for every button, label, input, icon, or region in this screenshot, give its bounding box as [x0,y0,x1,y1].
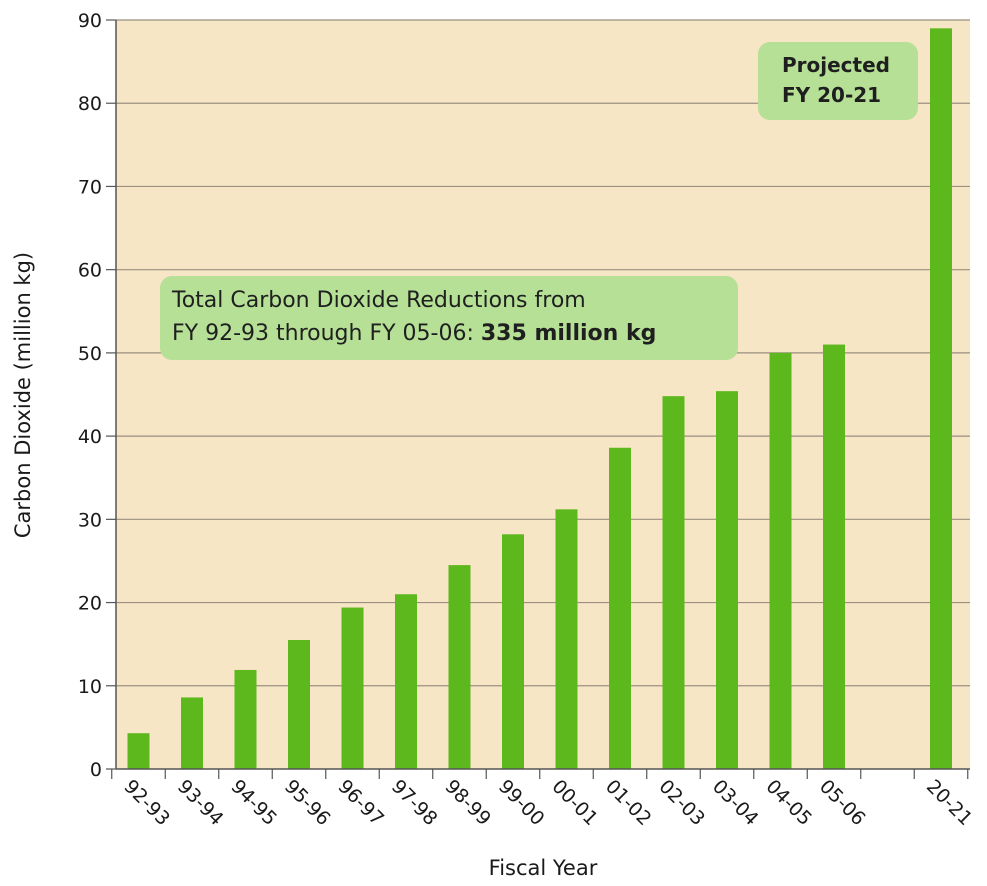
callout-total-line2-prefix: FY 92-93 through FY 05-06: [172,321,481,346]
bars [127,28,952,770]
bar-94-95 [234,669,257,769]
x-tick-label: 04-05 [761,775,816,830]
callout-total-line1: Total Carbon Dioxide Reductions from [172,288,586,313]
y-tick-label: 10 [78,676,102,698]
x-tick-label: 93-94 [173,775,228,830]
x-tick-label: 99-00 [494,775,549,830]
projected-line2: FY 20-21 [782,83,882,107]
x-tick-label: 94-95 [226,775,281,830]
bar-97-98 [395,594,417,769]
y-axis-title: Carbon Dioxide (million kg) [11,252,35,538]
callout-total-value: 335 million kg [480,321,657,346]
bar-92-93 [127,733,150,769]
bar-00-01 [555,509,578,769]
y-tick-label: 50 [78,343,102,365]
bar-96-97 [341,607,364,769]
x-tick-label: 02-03 [654,775,709,830]
x-tick-label: 95-96 [280,775,335,830]
x-tick-label: 98-99 [440,775,495,830]
bar-98-99 [448,565,471,769]
x-tick-label: 96-97 [333,775,388,830]
y-ticks: 0 10 20 30 40 50 60 70 80 90 [78,10,116,781]
projected-callout: Projected FY 20-21 [758,42,918,120]
bar-93-94 [181,697,203,769]
projected-line1: Projected [782,53,890,77]
bar-20-21 [930,28,952,770]
bar-04-05 [769,352,792,769]
y-tick-label: 20 [78,593,102,615]
x-ticks: 92-9393-9494-9595-9696-9797-9898-9999-00… [111,769,977,830]
bar-05-06 [823,344,845,769]
bar-03-04 [716,391,738,769]
y-tick-label: 90 [78,10,102,32]
y-tick-label: 40 [78,426,102,448]
bar-95-96 [288,640,310,769]
y-tick-label: 30 [78,509,102,531]
x-tick-label: 00-01 [547,775,602,830]
callout-total-line2: FY 92-93 through FY 05-06: 335 million k… [172,317,726,350]
x-tick-label: 97-98 [387,775,442,830]
x-tick-label: 20-21 [922,775,977,830]
y-tick-label: 70 [78,176,102,198]
y-tick-label: 0 [90,759,102,781]
x-tick-label: 92-93 [119,775,174,830]
gridlines [116,19,970,687]
y-tick-label: 80 [78,93,102,115]
x-tick-label: 01-02 [601,775,656,830]
bar-02-03 [662,396,685,769]
x-tick-label: 03-04 [708,775,763,830]
total-reduction-callout: Total Carbon Dioxide Reductions from FY … [160,276,738,360]
bar-99-00 [502,534,524,769]
x-axis-title: Fiscal Year [489,856,598,880]
x-tick-label: 05-06 [815,775,870,830]
y-tick-label: 60 [78,260,102,282]
bar-01-02 [609,447,631,769]
